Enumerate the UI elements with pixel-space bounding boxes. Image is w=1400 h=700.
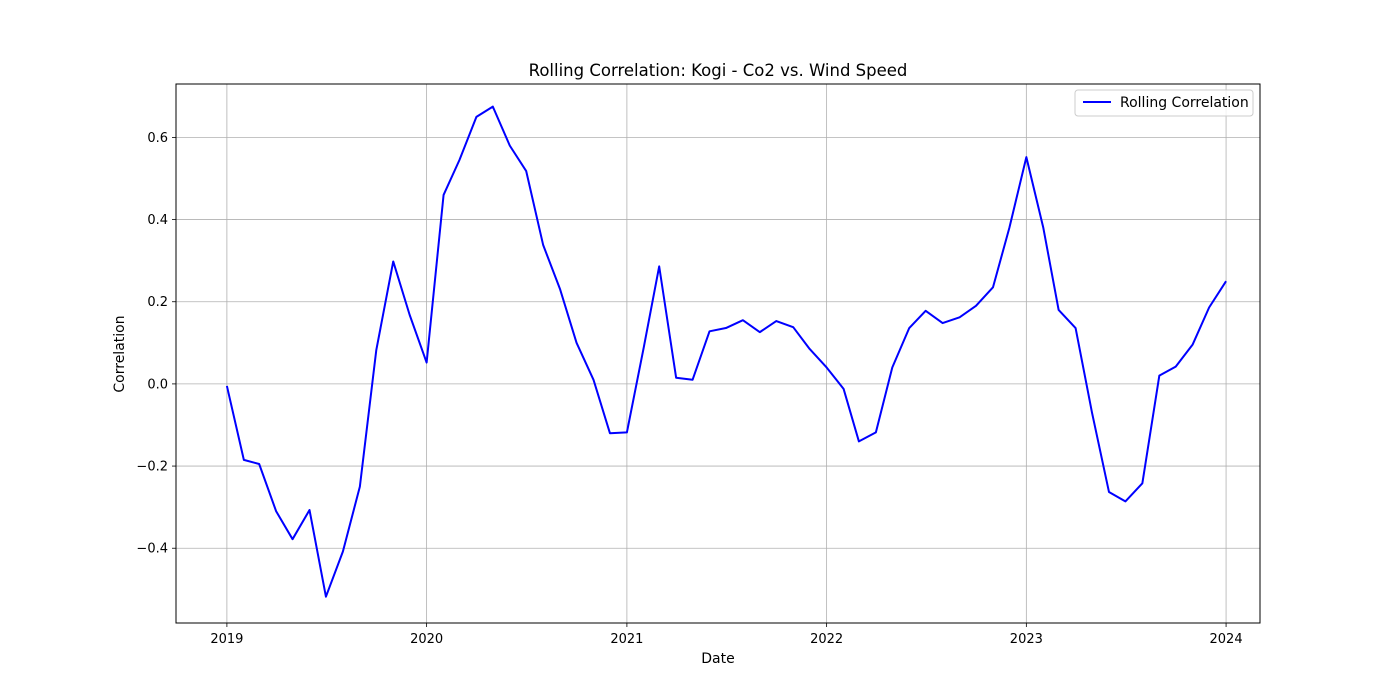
y-tick-label: 0.0 <box>147 377 168 392</box>
x-tick-label: 2021 <box>610 632 643 647</box>
y-axis-label: Correlation <box>112 315 128 392</box>
x-tick-label: 2020 <box>410 632 443 647</box>
y-tick-label: −0.2 <box>136 460 168 475</box>
axis-ticks: 2019 2020 2021 2022 2023 2024 −0.4 −0.2 0.0 0.2 0.… <box>136 131 1242 647</box>
y-tick-label: 0.6 <box>147 131 168 146</box>
y-tick-label: 0.4 <box>147 213 168 228</box>
grid-lines <box>176 84 1260 623</box>
chart-title: Rolling Correlation: Kogi - Co2 vs. Wind… <box>529 61 908 80</box>
y-tick-label: −0.4 <box>136 542 168 557</box>
legend-box <box>1074 89 1254 117</box>
y-tick-label: 0.2 <box>147 295 168 310</box>
x-tick-label: 2022 <box>810 632 843 647</box>
x-tick-label: 2019 <box>210 632 243 647</box>
legend: Rolling Correlation <box>1074 89 1254 117</box>
legend-label: Rolling Correlation <box>1120 95 1249 111</box>
x-tick-label: 2023 <box>1010 632 1043 647</box>
x-axis-label: Date <box>701 651 734 667</box>
series-layer <box>225 105 1227 598</box>
plot-frame <box>175 83 1261 624</box>
x-tick-label: 2024 <box>1210 632 1243 647</box>
series-line-0 <box>225 105 1227 598</box>
